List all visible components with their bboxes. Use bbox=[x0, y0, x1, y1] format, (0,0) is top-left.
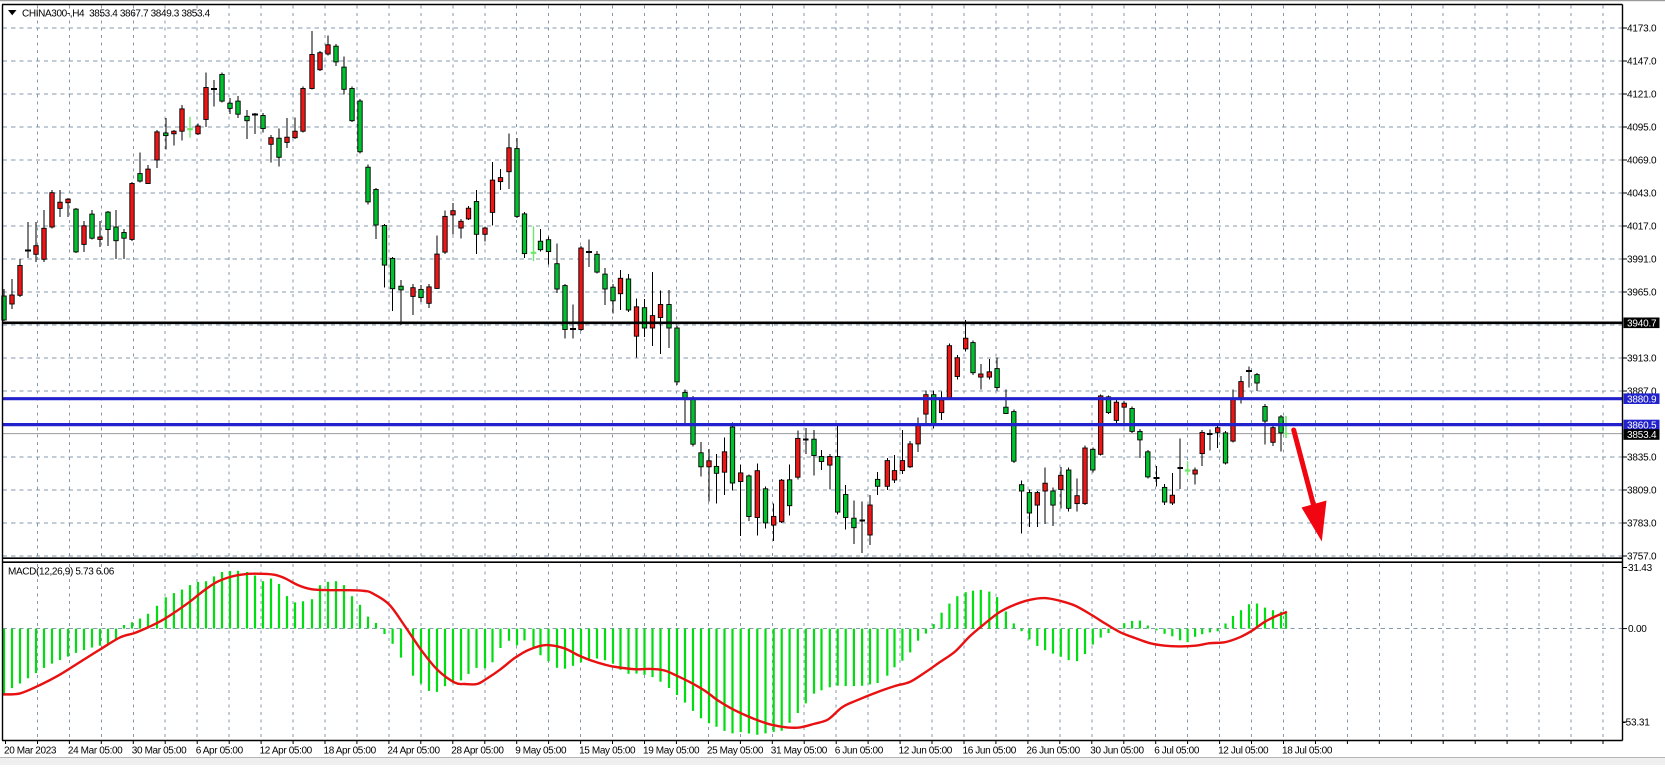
svg-text:MACD(12,26,9) 5.73 6.06: MACD(12,26,9) 5.73 6.06 bbox=[8, 567, 115, 578]
svg-text:4017.0: 4017.0 bbox=[1627, 222, 1657, 233]
svg-text:3783.0: 3783.0 bbox=[1627, 519, 1657, 530]
svg-text:26 Jun 05:00: 26 Jun 05:00 bbox=[1026, 746, 1080, 757]
svg-text:30 Jun 05:00: 30 Jun 05:00 bbox=[1090, 746, 1144, 757]
svg-text:3757.0: 3757.0 bbox=[1627, 552, 1657, 563]
svg-text:-53.31: -53.31 bbox=[1623, 718, 1651, 729]
svg-text:16 Jun 05:00: 16 Jun 05:00 bbox=[963, 746, 1017, 757]
svg-text:3913.0: 3913.0 bbox=[1627, 354, 1657, 365]
svg-text:CHINA300-,H4 3853.4 3867.7 38: CHINA300-,H4 3853.4 3867.7 3849.3 3853.4 bbox=[22, 9, 211, 20]
svg-text:24 Mar 05:00: 24 Mar 05:00 bbox=[68, 746, 123, 757]
svg-text:18 Apr 05:00: 18 Apr 05:00 bbox=[324, 746, 377, 757]
svg-text:3809.0: 3809.0 bbox=[1627, 486, 1657, 497]
svg-text:19 May 05:00: 19 May 05:00 bbox=[643, 746, 700, 757]
svg-text:24 Apr 05:00: 24 Apr 05:00 bbox=[387, 746, 440, 757]
svg-text:3887.0: 3887.0 bbox=[1627, 387, 1657, 398]
svg-text:4095.0: 4095.0 bbox=[1627, 123, 1657, 134]
svg-text:3991.0: 3991.0 bbox=[1627, 255, 1657, 266]
svg-text:12 Jul 05:00: 12 Jul 05:00 bbox=[1218, 746, 1269, 757]
svg-text:3853.4: 3853.4 bbox=[1627, 430, 1657, 441]
svg-text:12 Jun 05:00: 12 Jun 05:00 bbox=[899, 746, 953, 757]
svg-text:18 Jul 05:00: 18 Jul 05:00 bbox=[1282, 746, 1333, 757]
svg-text:3965.0: 3965.0 bbox=[1627, 288, 1657, 299]
svg-text:6 Apr 05:00: 6 Apr 05:00 bbox=[196, 746, 244, 757]
svg-text:4043.0: 4043.0 bbox=[1627, 189, 1657, 200]
svg-text:25 May 05:00: 25 May 05:00 bbox=[707, 746, 764, 757]
svg-text:12 Apr 05:00: 12 Apr 05:00 bbox=[260, 746, 313, 757]
svg-text:3860.5: 3860.5 bbox=[1627, 421, 1657, 432]
svg-text:31.43: 31.43 bbox=[1628, 563, 1653, 574]
svg-text:3940.7: 3940.7 bbox=[1627, 318, 1657, 329]
svg-text:9 May 05:00: 9 May 05:00 bbox=[515, 746, 567, 757]
svg-text:20 Mar 2023: 20 Mar 2023 bbox=[4, 746, 57, 757]
svg-text:4121.0: 4121.0 bbox=[1627, 90, 1657, 101]
svg-text:6 Jun 05:00: 6 Jun 05:00 bbox=[835, 746, 884, 757]
svg-text:31 May 05:00: 31 May 05:00 bbox=[771, 746, 828, 757]
svg-text:3835.0: 3835.0 bbox=[1627, 453, 1657, 464]
svg-text:4173.0: 4173.0 bbox=[1627, 24, 1657, 35]
svg-text:15 May 05:00: 15 May 05:00 bbox=[579, 746, 636, 757]
svg-text:0.00: 0.00 bbox=[1628, 624, 1647, 635]
svg-text:4069.0: 4069.0 bbox=[1627, 156, 1657, 167]
svg-text:6 Jul 05:00: 6 Jul 05:00 bbox=[1154, 746, 1200, 757]
svg-text:28 Apr 05:00: 28 Apr 05:00 bbox=[451, 746, 504, 757]
svg-text:4147.0: 4147.0 bbox=[1627, 57, 1657, 68]
svg-text:3880.9: 3880.9 bbox=[1627, 394, 1657, 405]
svg-text:30 Mar 05:00: 30 Mar 05:00 bbox=[132, 746, 187, 757]
